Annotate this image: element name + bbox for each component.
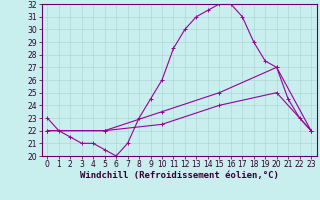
X-axis label: Windchill (Refroidissement éolien,°C): Windchill (Refroidissement éolien,°C) bbox=[80, 171, 279, 180]
